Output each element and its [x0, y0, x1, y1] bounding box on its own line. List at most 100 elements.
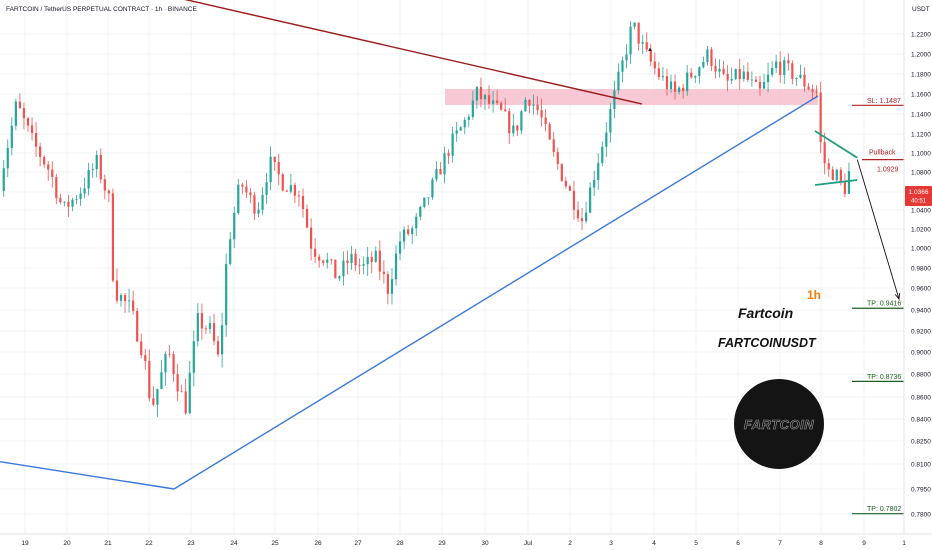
candle-body — [289, 185, 292, 192]
candle-body — [706, 49, 709, 62]
candle-body — [609, 108, 612, 133]
candle-body — [34, 133, 38, 147]
candle-body — [188, 372, 191, 414]
candle-body — [83, 188, 86, 194]
candle-body — [766, 74, 770, 83]
time-tick-label: 3 — [609, 540, 613, 547]
candle-body — [273, 156, 276, 163]
candle-body — [722, 68, 725, 74]
candle-body — [119, 295, 123, 301]
candle-body — [269, 156, 272, 183]
candle-body — [795, 77, 798, 80]
time-tick-label: 2 — [568, 540, 572, 547]
candle-body — [673, 81, 677, 92]
time-tick-label: 5 — [694, 540, 698, 547]
price-tick-label: 1.1800 — [911, 71, 931, 78]
candle-body — [568, 186, 572, 191]
candle-body — [754, 79, 758, 82]
timeframe-label: 1h — [807, 288, 821, 302]
chart-title: FARTCOIN / TetherUS PERPETUAL CONTRACT ·… — [6, 6, 197, 13]
price-axis[interactable]: 1.2200 1.2000 1.1800 1.1600 1.1400 1.1200 1.10… — [911, 31, 931, 518]
candle-body — [734, 69, 737, 79]
candle-body — [407, 229, 410, 234]
candle-body — [597, 163, 600, 180]
candle-body — [176, 374, 179, 392]
candle-body — [192, 341, 195, 373]
price-tick-label: 1.0200 — [911, 226, 931, 233]
price-tick-label: 0.8250 — [911, 438, 931, 445]
time-tick-label: 27 — [354, 540, 362, 547]
candle-body — [322, 260, 325, 263]
candle-body — [576, 209, 580, 219]
candle-body — [451, 133, 454, 156]
candle-body — [334, 259, 337, 279]
time-axis[interactable]: 19 20 21 22 23 24 25 26 27 28 29 30 Jul 2 3 4 5 6 7 8 9 1 — [21, 540, 906, 547]
candle-body — [75, 199, 78, 200]
level-label: Pullback — [869, 150, 896, 157]
time-tick-label: 21 — [104, 540, 112, 547]
candle-body — [669, 81, 673, 90]
candle-body — [67, 201, 70, 207]
candle-body — [160, 372, 163, 389]
price-tick-label: 1.0800 — [911, 169, 931, 176]
candle-body — [742, 71, 745, 80]
candle-body — [572, 190, 576, 210]
candle-body — [370, 257, 373, 262]
candle-body — [196, 313, 199, 342]
candle-body — [216, 341, 220, 355]
time-tick-label: 25 — [271, 540, 279, 547]
candle-body — [354, 253, 357, 266]
candle-body — [504, 109, 507, 112]
candle-body — [318, 256, 321, 261]
candle-body — [103, 179, 106, 191]
candle-body — [390, 279, 394, 294]
candle-body — [605, 132, 608, 147]
candle-body — [738, 69, 741, 80]
candle-body — [350, 253, 353, 264]
candle-body — [823, 142, 826, 164]
candle-body — [439, 169, 442, 175]
current-price-tag: 1.0366 40:51 — [905, 186, 932, 206]
pennant-lower-line — [814, 179, 858, 186]
candle-body — [508, 111, 511, 134]
candle-body — [419, 206, 422, 217]
pullback-price-label: 1.0929 — [877, 167, 899, 174]
current-price-value: 1.0366 — [909, 189, 929, 196]
time-tick-label: 7 — [778, 540, 782, 547]
candle-body — [309, 227, 313, 249]
candle-body — [496, 100, 499, 103]
price-tick-label: 0.9200 — [911, 328, 931, 335]
candle-body — [261, 194, 264, 210]
candle-body — [411, 228, 414, 234]
candle-body — [556, 151, 559, 165]
candle-body — [366, 257, 369, 265]
candle-body — [580, 218, 584, 222]
candle-body — [762, 82, 766, 89]
ascending-support-line — [173, 95, 819, 490]
price-levels: SL: 1.1487 Pullback TP: 0.9416 TP: 0.8736 TP… — [647, 47, 904, 515]
candle-body — [520, 111, 523, 131]
candle-body — [305, 209, 309, 228]
candle-body — [455, 130, 458, 134]
candle-body — [402, 229, 406, 242]
price-tick-label: 1.0000 — [911, 245, 931, 252]
candle-body — [843, 182, 847, 194]
candle-body — [10, 125, 13, 149]
candle-body — [285, 190, 288, 192]
candle-body — [831, 169, 834, 181]
candle-body — [221, 325, 224, 355]
price-tick-label: 0.8400 — [911, 416, 931, 423]
candle-body — [491, 100, 495, 104]
candle-body — [200, 313, 203, 329]
candle-body — [180, 391, 183, 393]
candle-body — [665, 76, 669, 90]
candle-body — [467, 116, 470, 120]
projection-arrowhead — [894, 292, 901, 301]
time-tick-label: 9 — [862, 540, 866, 547]
level-label: TP: 0.7802 — [867, 506, 901, 513]
candle-body — [415, 216, 418, 229]
candle-body — [682, 87, 685, 92]
candle-body — [111, 193, 115, 281]
candle-body — [164, 353, 167, 373]
